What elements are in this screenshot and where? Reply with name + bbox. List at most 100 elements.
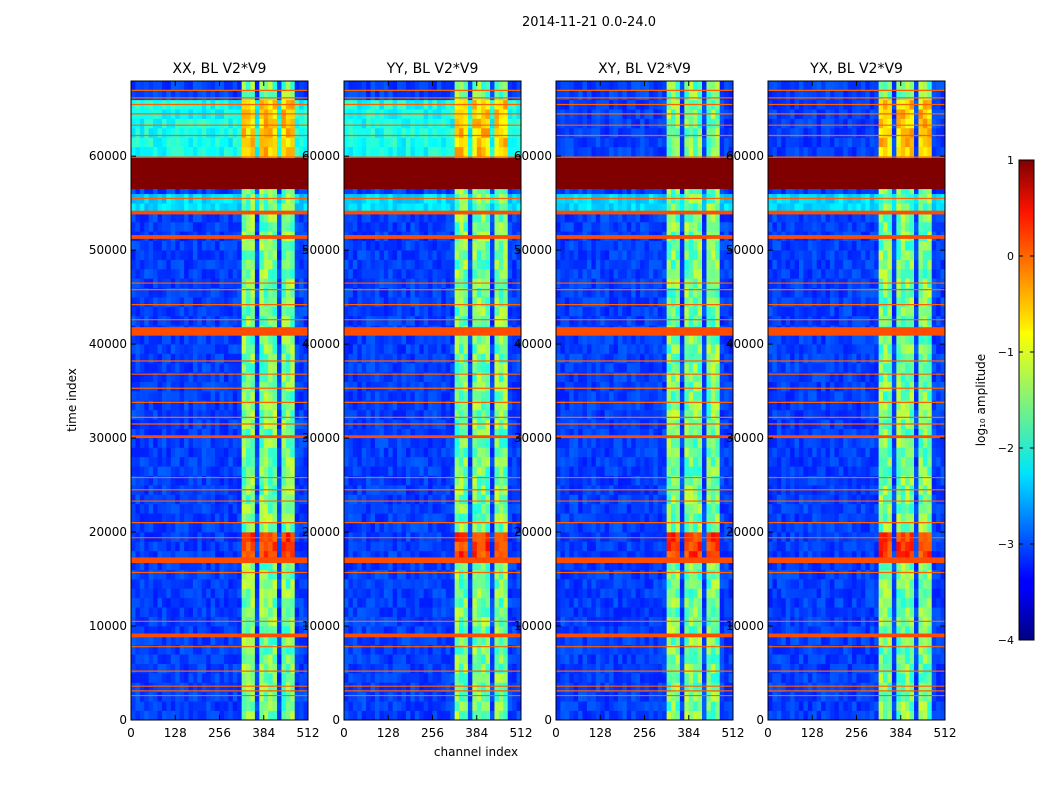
heatmap-cell [295,297,300,307]
heatmap-cell [149,523,154,533]
heatmap-cell [299,466,304,476]
heatmap-cell [393,607,398,617]
heatmap-cell [357,382,362,392]
heatmap-cell [371,598,376,608]
heatmap-cell [162,607,167,617]
heatmap-cell [264,532,269,542]
heatmap-cell [268,570,273,580]
heatmap-cell [264,297,269,307]
heatmap-cell [450,673,455,683]
heatmap-cell [228,137,233,147]
heatmap-cell [295,81,300,91]
heatmap-cell [446,466,451,476]
heatmap-cell [463,382,468,392]
heatmap-cell [158,316,163,326]
heatmap-cell [180,664,185,674]
heatmap-cell [499,523,504,533]
heatmap-cell [384,391,389,401]
heatmap-cell [366,654,371,664]
heatmap-cell [375,701,380,711]
heatmap-cell [402,260,407,270]
heatmap-cell [140,673,145,683]
heatmap-cell [437,344,442,354]
heatmap-cell [406,541,411,551]
heatmap-cell [140,382,145,392]
heatmap-cell [486,607,491,617]
heatmap-cell [189,438,194,448]
heatmap-cell [468,410,473,420]
heatmap-cell [463,494,468,504]
heatmap-cell [419,541,424,551]
heatmap-cell [419,316,424,326]
heatmap-cell [486,588,491,598]
heatmap-cell [193,692,198,702]
heatmap-cell [224,137,229,147]
heatmap-cell [131,344,136,354]
heatmap-cell [144,307,149,317]
heatmap-cell [202,701,207,711]
heatmap-cell [424,260,429,270]
heatmap-cell [424,654,429,664]
heatmap-cell [246,81,251,91]
heatmap-cell [206,532,211,542]
heatmap-cell [171,532,176,542]
heatmap-cell [388,344,393,354]
heatmap-cell [428,457,433,467]
heatmap-cell [206,654,211,664]
heatmap-cell [353,466,358,476]
heatmap-cell [344,447,349,457]
heatmap-cell [193,607,198,617]
heatmap-cell [299,541,304,551]
heatmap-cell [481,654,486,664]
heatmap-cell [437,494,442,504]
heatmap-cell [384,598,389,608]
heatmap-cell [259,607,264,617]
heatmap-cell [246,447,251,457]
heatmap-cell [184,438,189,448]
heatmap-cell [242,354,247,364]
heatmap-cell [477,382,482,392]
heatmap-cell [468,241,473,251]
heatmap-cell [384,673,389,683]
heatmap-cell [286,457,291,467]
heatmap-cell [135,250,140,260]
y-tick-label: 10000 [89,619,127,633]
heatmap-cell [503,250,508,260]
heatmap-cell [384,316,389,326]
heatmap-cell [441,438,446,448]
heatmap-cell [135,241,140,251]
heatmap-cell [508,457,513,467]
heatmap-cell [273,382,278,392]
heatmap-cell [180,90,185,100]
heatmap-cell [135,494,140,504]
heatmap-cell [281,673,286,683]
heatmap-cell [184,588,189,598]
heatmap-cell [250,241,255,251]
heatmap-cell [189,673,194,683]
heatmap-cell [486,570,491,580]
heatmap-cell [371,513,376,523]
heatmap-cell [393,447,398,457]
heatmap-cell [242,250,247,260]
heatmap-cell [189,523,194,533]
heatmap-cell [472,457,477,467]
heatmap-cell [362,701,367,711]
heatmap-cell [397,541,402,551]
heatmap-cell [180,654,185,664]
heatmap-cell [220,382,225,392]
heatmap-cell [264,410,269,420]
heatmap-cell [224,269,229,279]
heatmap-cell [348,269,353,279]
heatmap-cell [144,137,149,147]
heatmap-cell [379,570,384,580]
heatmap-cell [149,588,154,598]
heatmap-cell [463,297,468,307]
heatmap-cell [250,664,255,674]
heatmap-cell [228,598,233,608]
heatmap-cell [273,119,278,129]
heatmap-cell [406,513,411,523]
heatmap-cell [384,588,389,598]
heatmap-cell [499,654,504,664]
heatmap-cell [494,410,499,420]
heatmap-cell [486,241,491,251]
